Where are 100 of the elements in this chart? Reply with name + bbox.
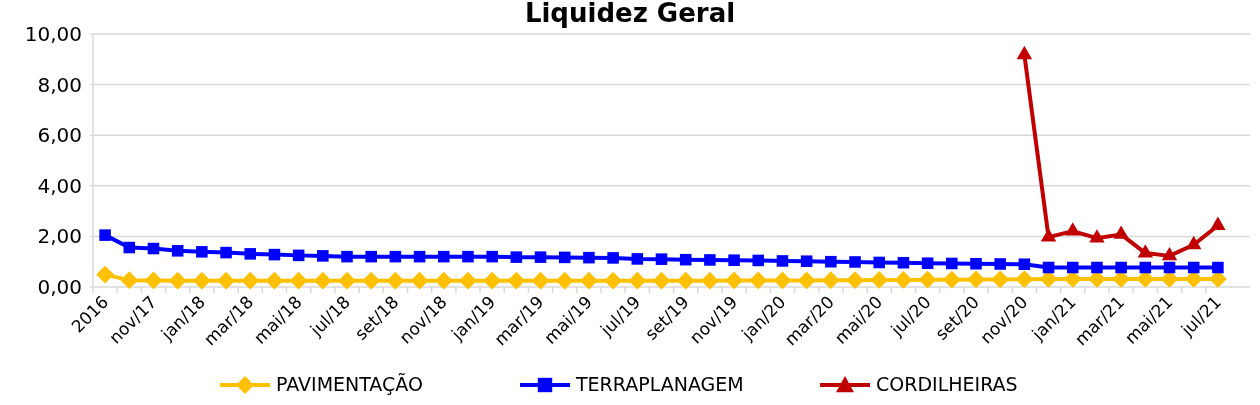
point (849, 256, 861, 268)
point (338, 271, 356, 290)
point (196, 246, 208, 258)
point (1187, 261, 1200, 274)
y-tick-label: 8,00 (37, 72, 82, 97)
point (365, 250, 377, 263)
point (1016, 45, 1033, 60)
point (268, 248, 281, 261)
point (483, 271, 502, 290)
y-tick-label: 2,00 (37, 224, 82, 249)
point (244, 248, 257, 260)
point (580, 271, 598, 290)
point (1137, 244, 1154, 258)
point (725, 271, 743, 290)
point (946, 257, 958, 270)
point (991, 270, 1010, 289)
point (171, 245, 184, 257)
point (821, 271, 840, 290)
point (776, 255, 789, 267)
point (752, 254, 765, 267)
legend-label: TERRAPLANAGEM (575, 373, 744, 395)
point (604, 271, 622, 290)
point (486, 250, 498, 263)
point (1089, 229, 1105, 243)
point (583, 251, 595, 264)
point (1212, 261, 1224, 274)
point (1066, 261, 1079, 274)
point (462, 250, 474, 263)
point (1042, 261, 1055, 274)
point (607, 252, 619, 264)
point (655, 253, 668, 265)
point (994, 258, 1006, 270)
point (389, 250, 402, 263)
point (628, 271, 647, 290)
point (99, 229, 111, 241)
point (434, 271, 453, 290)
point (676, 271, 695, 290)
point (265, 271, 284, 290)
point (289, 271, 308, 290)
point (1210, 216, 1226, 230)
point (220, 246, 232, 259)
point (168, 271, 187, 290)
point (317, 250, 329, 262)
point (241, 271, 260, 290)
point (846, 271, 864, 290)
point (1018, 258, 1031, 271)
point (413, 250, 426, 263)
point (507, 271, 526, 290)
y-tick-label: 6,00 (37, 123, 82, 148)
point (120, 271, 139, 290)
point (970, 257, 982, 270)
point (825, 255, 837, 268)
point (728, 254, 740, 266)
point (555, 271, 574, 290)
point (292, 249, 305, 262)
point (1186, 235, 1202, 250)
point (1065, 222, 1081, 236)
y-tick-label: 4,00 (37, 173, 82, 198)
point (897, 256, 910, 269)
point (147, 242, 160, 255)
point (773, 271, 792, 290)
point (459, 271, 477, 290)
point (144, 271, 163, 290)
point (313, 271, 332, 290)
point (510, 251, 523, 263)
y-tick-label: 0,00 (37, 275, 82, 299)
point (701, 271, 719, 290)
point (362, 271, 381, 290)
point (341, 250, 353, 263)
point (558, 251, 571, 264)
point (631, 253, 644, 265)
point (217, 271, 235, 290)
point (1015, 270, 1034, 289)
point (531, 271, 550, 290)
point (942, 270, 961, 289)
point (921, 257, 934, 269)
chart-title: Liquidez Geral (524, 0, 736, 28)
point (438, 250, 450, 263)
point (123, 241, 136, 254)
point (679, 253, 692, 266)
point (749, 271, 768, 290)
legend-label: CORDILHEIRAS (876, 373, 1018, 395)
point (96, 265, 114, 284)
point (1115, 261, 1127, 274)
point (193, 271, 211, 290)
point (534, 251, 547, 263)
point (1091, 261, 1103, 274)
point (1163, 261, 1176, 274)
point (918, 270, 937, 289)
legend-label: PAVIMENTAÇÃO (276, 373, 423, 395)
point (873, 256, 885, 269)
y-tick-label: 10,00 (24, 22, 82, 46)
point (1139, 261, 1152, 274)
point (1113, 225, 1129, 239)
point (386, 271, 405, 290)
point (652, 271, 671, 290)
point (1040, 228, 1057, 242)
point (410, 271, 429, 290)
point (704, 254, 716, 266)
point (967, 270, 985, 289)
